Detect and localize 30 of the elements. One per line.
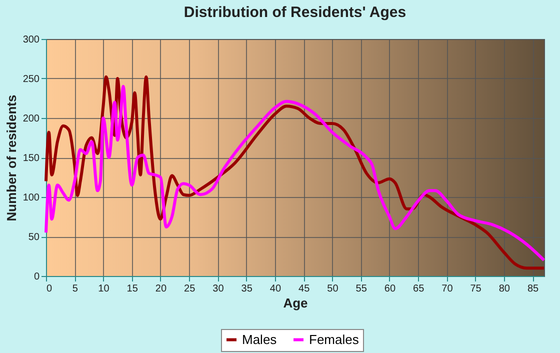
x-tick-label: 70 — [442, 284, 454, 294]
legend-label: Males — [242, 332, 278, 347]
x-tick-label: 5 — [72, 284, 78, 294]
x-tick-label: 60 — [384, 284, 396, 294]
x-tick-label: 15 — [126, 284, 138, 294]
x-tick-label: 45 — [298, 284, 310, 294]
y-axis-title: Number of residents — [4, 94, 19, 222]
x-tick-label: 0 — [46, 284, 52, 294]
x-tick-label: 65 — [413, 284, 425, 294]
y-tick-label: 0 — [34, 272, 40, 282]
y-tick-label: 100 — [22, 192, 40, 204]
x-tick-label: 50 — [327, 284, 339, 294]
x-axis-title: Age — [283, 296, 308, 310]
y-tick-label: 200 — [22, 114, 40, 124]
y-tick-label: 50 — [28, 232, 40, 243]
x-tick-label: 80 — [498, 284, 510, 294]
x-tick-label: 85 — [527, 284, 540, 294]
y-tick-label: 300 — [22, 34, 40, 46]
x-tick-label: 35 — [241, 284, 253, 294]
x-tick-label: 55 — [356, 284, 368, 294]
y-tick-label: 150 — [22, 153, 40, 164]
chart-title: Distribution of Residents' Ages — [184, 4, 406, 21]
y-tick-label: 250 — [22, 74, 40, 85]
x-tick-label: 25 — [184, 284, 196, 294]
legend-label: Females — [309, 332, 360, 347]
x-tick-label: 75 — [470, 284, 482, 294]
x-tick-label: 40 — [270, 284, 282, 294]
x-tick-label: 10 — [98, 284, 110, 294]
x-tick-label: 20 — [155, 284, 167, 294]
x-tick-label: 30 — [212, 284, 224, 294]
